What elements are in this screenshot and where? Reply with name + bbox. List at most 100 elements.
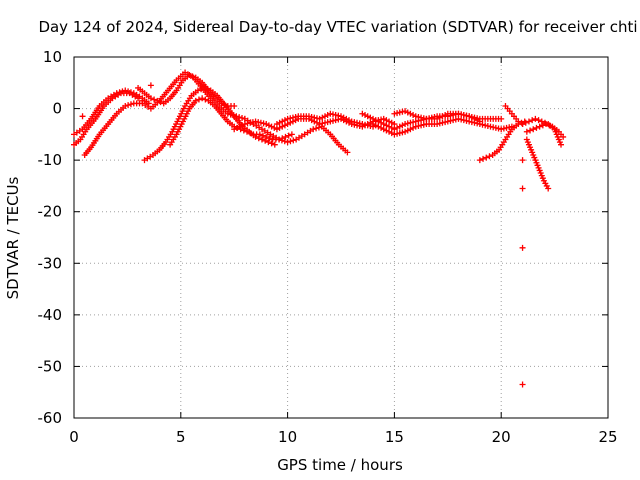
data-point [145, 100, 152, 107]
data-point [343, 115, 350, 122]
data-point [436, 114, 443, 121]
data-point [233, 124, 240, 131]
data-point [543, 121, 550, 128]
data-point [127, 89, 134, 96]
data-point [260, 132, 267, 139]
data-point [265, 139, 272, 146]
data-point [157, 99, 164, 106]
data-point [194, 87, 201, 94]
data-point [533, 124, 540, 131]
data-point [476, 118, 483, 125]
data-point [535, 117, 542, 124]
data-point [383, 127, 390, 134]
data-point [370, 121, 377, 128]
data-point [319, 114, 326, 121]
data-point [404, 127, 411, 134]
data-point [346, 117, 353, 124]
outlier-point [519, 244, 526, 251]
data-point [256, 131, 263, 138]
data-point [380, 126, 387, 133]
data-point [271, 141, 278, 148]
data-point [282, 133, 289, 140]
data-point [545, 185, 552, 192]
data-point [247, 130, 254, 137]
data-point [262, 137, 269, 144]
data-point [263, 121, 270, 128]
data-point [281, 138, 288, 145]
data-point [386, 123, 393, 130]
data-point [362, 112, 369, 119]
x-tick-label: 25 [598, 428, 617, 446]
data-point [344, 149, 351, 156]
data-point [378, 124, 385, 131]
data-point [515, 118, 522, 125]
data-point [386, 118, 393, 125]
data-point [186, 72, 193, 79]
y-tick-label: -40 [38, 306, 63, 324]
data-point [529, 117, 536, 124]
x-tick-label: 15 [385, 428, 404, 446]
grid [74, 57, 608, 418]
data-point [340, 114, 347, 121]
data-point [147, 95, 154, 102]
x-tick-label: 5 [176, 428, 186, 446]
data-point [486, 153, 493, 160]
data-point [560, 133, 567, 140]
data-point [284, 139, 291, 146]
data-point [284, 121, 291, 128]
data-point [240, 127, 247, 134]
y-tick-label: -10 [38, 151, 63, 169]
data-point [498, 115, 505, 122]
data-point [285, 132, 292, 139]
data-point [324, 112, 331, 119]
data-point [532, 115, 539, 122]
data-point [113, 90, 120, 97]
data-point [525, 118, 532, 125]
data-point [391, 126, 398, 133]
data-point [199, 95, 206, 102]
data-point [434, 115, 441, 122]
data-point [281, 117, 288, 124]
data-point [273, 126, 280, 133]
data-point [439, 113, 446, 120]
data-point [474, 117, 481, 124]
data-point [195, 96, 202, 103]
data-point [546, 122, 553, 129]
data-point [192, 97, 199, 104]
axis-ticks: 0 5 10 15 20 25 10 0 -10 -20 -30 -40 -50 -60 [38, 48, 618, 446]
data-point [236, 123, 243, 130]
data-point [198, 86, 205, 93]
data-point [388, 130, 395, 137]
data-points [71, 69, 567, 388]
data-point [404, 109, 411, 116]
data-point [530, 126, 537, 133]
data-point [263, 133, 270, 140]
data-point [466, 113, 473, 120]
data-point [468, 114, 475, 121]
outlier-point [519, 381, 526, 388]
data-point [316, 115, 323, 122]
data-point [338, 113, 344, 120]
y-tick-label: -30 [38, 254, 63, 272]
data-point [372, 117, 379, 124]
data-point [522, 119, 529, 126]
plot-frame [73, 56, 609, 419]
x-axis-label: GPS time / hours [277, 456, 403, 474]
data-point [476, 157, 483, 164]
data-point [402, 128, 409, 135]
data-point [396, 123, 403, 130]
data-point [519, 121, 526, 128]
data-point [407, 126, 414, 133]
data-point [315, 124, 322, 131]
data-point [276, 119, 283, 126]
data-point [364, 113, 371, 120]
data-point [480, 155, 487, 162]
x-tick-label: 20 [492, 428, 511, 446]
data-point [276, 124, 283, 131]
data-point [189, 73, 196, 80]
chart-title: Day 124 of 2024, Sidereal Day-to-day VTE… [38, 18, 637, 36]
y-tick-label: -20 [38, 203, 63, 221]
data-point [221, 101, 228, 108]
data-point [410, 124, 417, 131]
